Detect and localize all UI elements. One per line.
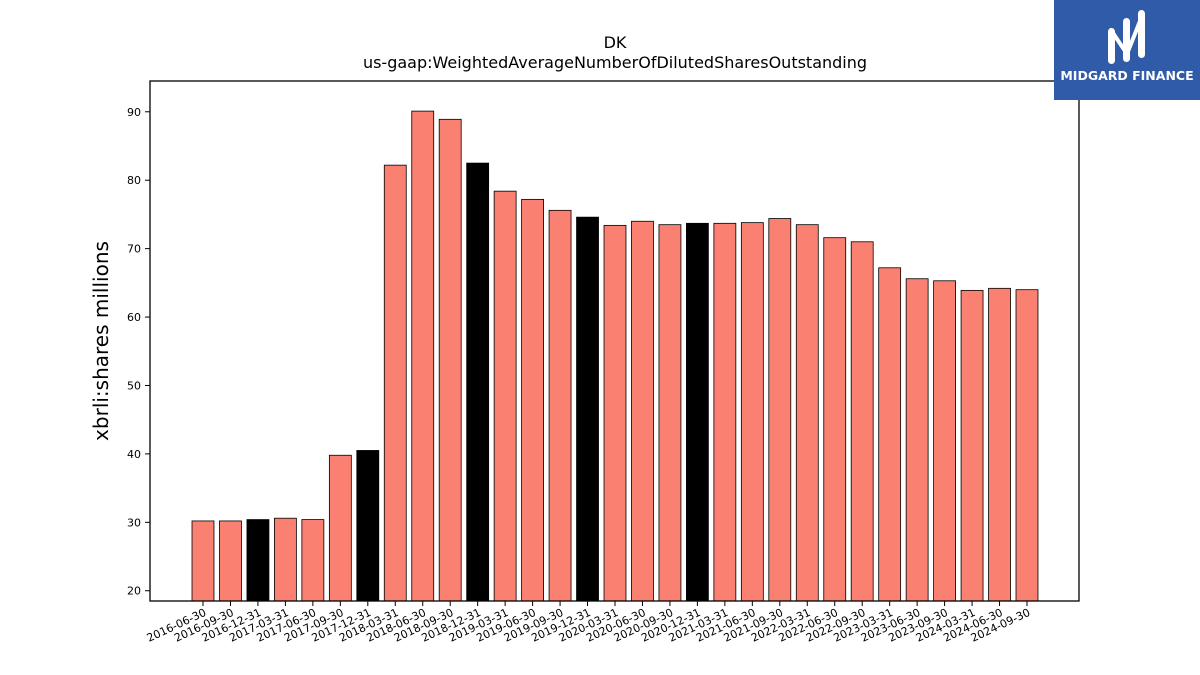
- plot-frame: [149, 80, 1080, 602]
- y-axis-label: xbrli:shares millions: [89, 241, 113, 441]
- bar-2018-06-30: [411, 110, 435, 602]
- bar-2018-12-31: [466, 162, 490, 602]
- bar-2017-06-30: [301, 519, 325, 602]
- bar-2023-06-30: [905, 278, 929, 602]
- bar-2020-03-31: [603, 224, 627, 602]
- bar-2018-03-31: [383, 164, 407, 602]
- y-tick-label: 80: [127, 174, 141, 187]
- midgard-m-logo-icon: [1108, 10, 1145, 64]
- bar-2017-12-31: [356, 450, 380, 602]
- bar-2022-03-31: [795, 224, 819, 602]
- chart-subtitle: us-gaap:WeightedAverageNumberOfDilutedSh…: [363, 53, 867, 72]
- bar-2020-12-31: [686, 222, 709, 602]
- bar-2024-03-31: [960, 289, 984, 602]
- bar-2017-09-30: [328, 454, 352, 602]
- bar-2020-06-30: [631, 220, 654, 602]
- bar-2018-09-30: [438, 118, 462, 602]
- bar-2019-12-31: [576, 216, 599, 602]
- y-tick-label: 60: [127, 311, 141, 324]
- bar-2024-09-30: [1015, 289, 1039, 602]
- y-tick-label: 30: [127, 516, 141, 529]
- chart-title: DK: [604, 33, 627, 52]
- bar-2020-09-30: [658, 224, 682, 602]
- bar-2024-06-30: [988, 287, 1011, 602]
- x-ticks-group: 2016-06-302016-09-302016-12-312017-03-31…: [145, 601, 1032, 645]
- y-ticks-group: 20 30 40 50 60 70 80 90: [127, 106, 150, 598]
- bars-group: [191, 110, 1039, 602]
- bar-2023-03-31: [878, 267, 902, 602]
- bar-2016-12-31: [246, 519, 270, 602]
- bar-2019-09-30: [548, 209, 572, 602]
- logo-text: MIDGARD FINANCE: [1060, 68, 1194, 83]
- bar-2021-09-30: [768, 218, 792, 602]
- bar-2017-03-31: [274, 517, 297, 602]
- midgard-finance-logo: MIDGARD FINANCE: [1054, 0, 1200, 100]
- bar-2016-06-30: [191, 520, 215, 602]
- y-tick-label: 40: [127, 448, 141, 461]
- y-tick-label: 70: [127, 243, 141, 256]
- bar-2022-06-30: [823, 237, 847, 602]
- y-tick-label: 90: [127, 106, 141, 119]
- y-tick-label: 20: [127, 585, 141, 598]
- bar-2016-09-30: [219, 520, 242, 602]
- bar-2023-09-30: [933, 280, 956, 602]
- bar-2019-03-31: [493, 190, 517, 602]
- bar-2022-09-30: [850, 241, 874, 602]
- bar-2021-03-31: [713, 222, 737, 602]
- y-tick-label: 50: [127, 379, 141, 392]
- bar-2019-06-30: [521, 198, 544, 602]
- bar-2021-06-30: [740, 222, 764, 602]
